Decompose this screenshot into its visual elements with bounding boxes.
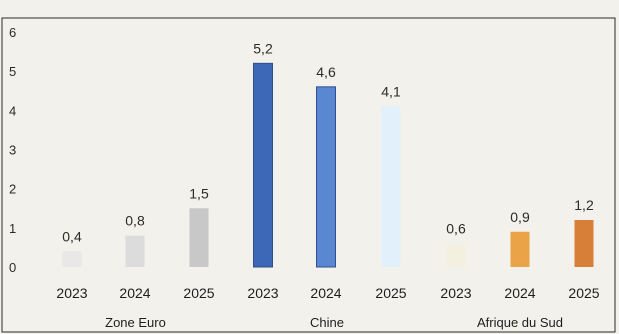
x-tick-label: 2025 [568,285,599,301]
bar [381,106,401,268]
x-tick-label: 2024 [119,285,150,301]
x-tick-label: 2023 [247,285,278,301]
bar-value-label: 0,4 [62,228,82,244]
y-tick-label: 4 [9,103,16,118]
x-tick-label: 2025 [183,285,214,301]
y-tick-label: 6 [9,25,16,40]
bar [510,231,530,267]
y-tick-label: 2 [9,182,16,197]
x-tick-label: 2025 [375,285,406,301]
group-labels: Zone Euro Chine Afrique du Sud [105,315,563,330]
group-label: Zone Euro [105,315,166,330]
bar-value-label: 4,1 [381,83,401,99]
bar [189,208,209,267]
bar [446,243,466,267]
bar-value-label: 1,2 [574,197,594,213]
bar-value-label: 5,2 [253,40,273,56]
group-label: Chine [310,315,344,330]
y-tick-label: 1 [9,221,16,236]
y-axis: 0 1 2 3 4 5 6 [9,25,16,275]
x-tick-label: 2024 [504,285,535,301]
bar-value-label: 0,9 [510,209,530,225]
bar [62,251,82,267]
bar [253,62,273,268]
bar-value-label: 1,5 [189,185,209,201]
bar [316,86,336,268]
y-tick-label: 5 [9,64,16,79]
bar-value-label: 0,8 [125,213,145,229]
bar-value-label: 0,6 [446,221,466,237]
bar-value-label: 4,6 [316,64,336,80]
x-tick-label: 2023 [56,285,87,301]
x-tick-label: 2024 [310,285,341,301]
x-tick-label: 2023 [440,285,471,301]
y-tick-label: 0 [9,260,16,275]
bars: 0,4 2023 0,8 2024 1,5 2025 5,2 2023 4,6 2024 4,1 20… [56,40,599,301]
bar [574,220,594,267]
bar [125,235,145,267]
plot-frame [1,17,616,333]
y-tick-label: 3 [9,143,16,158]
group-label: Afrique du Sud [477,315,563,330]
